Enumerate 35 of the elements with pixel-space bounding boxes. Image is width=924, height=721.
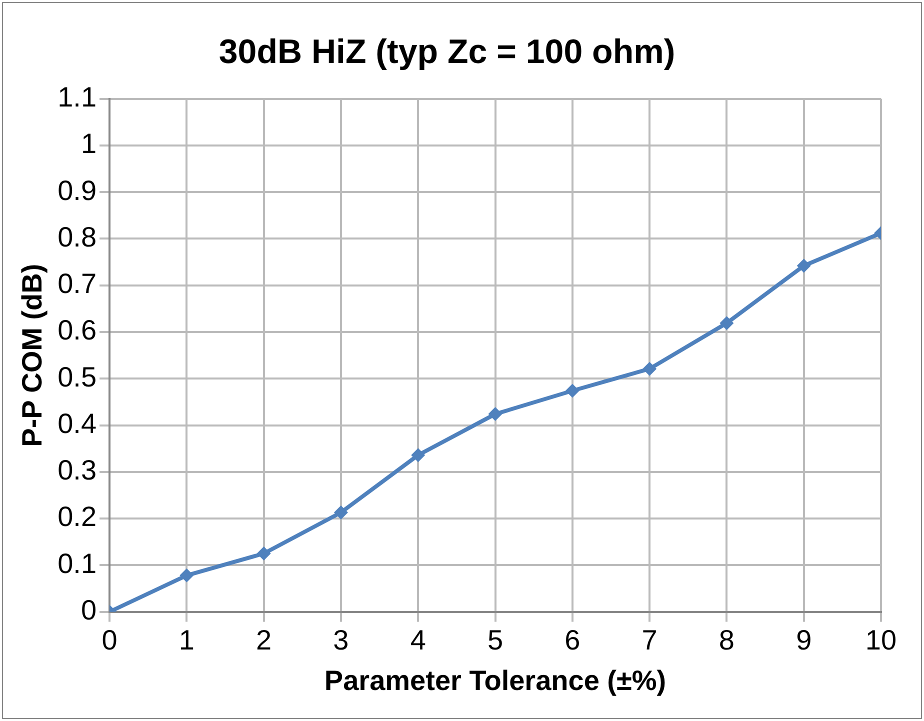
x-tick-label: 7 bbox=[642, 624, 658, 656]
y-tick-label: 0.8 bbox=[58, 221, 97, 252]
x-tick-label: 9 bbox=[796, 624, 812, 656]
y-tick-label: 0.1 bbox=[58, 548, 97, 579]
y-tick-label: 1 bbox=[80, 128, 97, 160]
x-tick-label: 3 bbox=[333, 624, 349, 656]
x-tick-label: 6 bbox=[564, 624, 580, 656]
x-tick-label: 2 bbox=[256, 624, 272, 656]
point bbox=[720, 316, 734, 330]
x-axis-title: Parameter Tolerance (±%) bbox=[324, 664, 666, 696]
point bbox=[411, 448, 426, 462]
point bbox=[256, 546, 271, 561]
point bbox=[334, 505, 348, 520]
x-tick-label: 4 bbox=[410, 624, 426, 656]
x-tick-label: 5 bbox=[487, 624, 504, 656]
point bbox=[642, 362, 657, 376]
x-tick-label: 0 bbox=[102, 624, 118, 656]
y-tick-label: 0.6 bbox=[58, 314, 97, 346]
y-tick-label: 0.9 bbox=[58, 174, 97, 206]
y-tick-label: 0 bbox=[80, 594, 97, 626]
y-tick-label: 0.3 bbox=[58, 454, 97, 486]
point bbox=[796, 258, 811, 273]
y-axis-title: P-P COM (dB) bbox=[16, 264, 48, 447]
y-tick-label: 0.4 bbox=[58, 408, 97, 439]
point bbox=[565, 384, 580, 398]
point bbox=[180, 568, 194, 582]
y-tick-label: 0.2 bbox=[58, 501, 97, 532]
y-tick-label: 1.1 bbox=[58, 82, 97, 113]
chart-title: 30dB HiZ (typ Zc = 100 ohm) bbox=[218, 32, 676, 71]
x-tick-label: 8 bbox=[718, 624, 734, 656]
y-tick-label: 0.5 bbox=[58, 361, 97, 392]
x-tick-label: 1 bbox=[178, 624, 194, 656]
y-tick-label: 0.7 bbox=[58, 268, 97, 300]
point bbox=[488, 407, 502, 422]
x-tick-label: 10 bbox=[865, 624, 897, 656]
